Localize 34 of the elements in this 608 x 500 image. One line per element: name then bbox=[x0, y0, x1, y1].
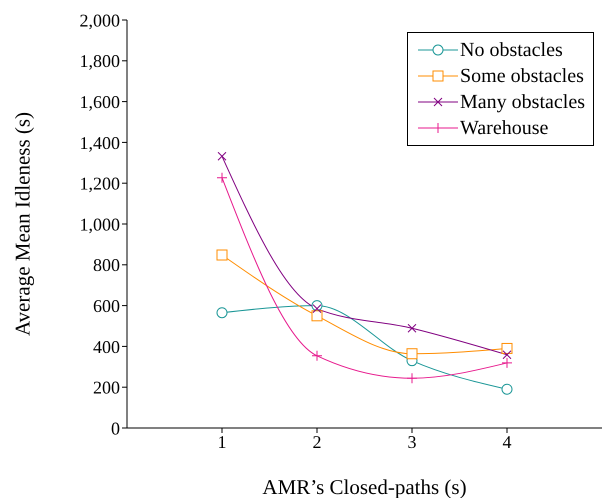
point bbox=[312, 350, 322, 362]
y-tick-label: 600 bbox=[93, 296, 120, 316]
point bbox=[216, 172, 228, 184]
y-tick-label: 1,000 bbox=[80, 214, 120, 234]
point bbox=[218, 152, 226, 161]
point bbox=[312, 304, 322, 314]
y-tick-label: 1,600 bbox=[80, 92, 120, 112]
y-tick-label: 800 bbox=[93, 255, 120, 276]
point bbox=[502, 357, 512, 368]
point bbox=[502, 342, 512, 354]
y-tick-label: 200 bbox=[93, 378, 120, 398]
point bbox=[312, 310, 322, 322]
y-tick-label: 0 bbox=[111, 418, 120, 438]
x-tick-label: 4 bbox=[502, 432, 512, 452]
legend-label: Some obstacles bbox=[460, 64, 584, 88]
y-tick-label: 1,400 bbox=[80, 132, 120, 153]
y-tick-label: 1,200 bbox=[80, 174, 120, 194]
point bbox=[502, 384, 512, 395]
point bbox=[406, 372, 418, 384]
point bbox=[408, 324, 416, 333]
x-tick-label: 1 bbox=[218, 432, 226, 452]
y-axis-title: Average Mean Idleness (s) bbox=[10, 112, 34, 336]
legend-label: Warehouse bbox=[460, 116, 548, 140]
legend-label: No obstacles bbox=[460, 38, 563, 62]
legend-label: Many obstacles bbox=[460, 90, 585, 114]
point bbox=[216, 250, 228, 261]
point bbox=[502, 350, 512, 360]
y-tick-label: 2,000 bbox=[80, 10, 120, 30]
y-tick-label: 400 bbox=[93, 336, 120, 357]
x-tick-label: 3 bbox=[408, 432, 416, 452]
y-tick-label: 1,800 bbox=[80, 51, 120, 72]
x-tick-label: 2 bbox=[312, 432, 322, 452]
point bbox=[216, 307, 228, 318]
point bbox=[406, 348, 418, 360]
